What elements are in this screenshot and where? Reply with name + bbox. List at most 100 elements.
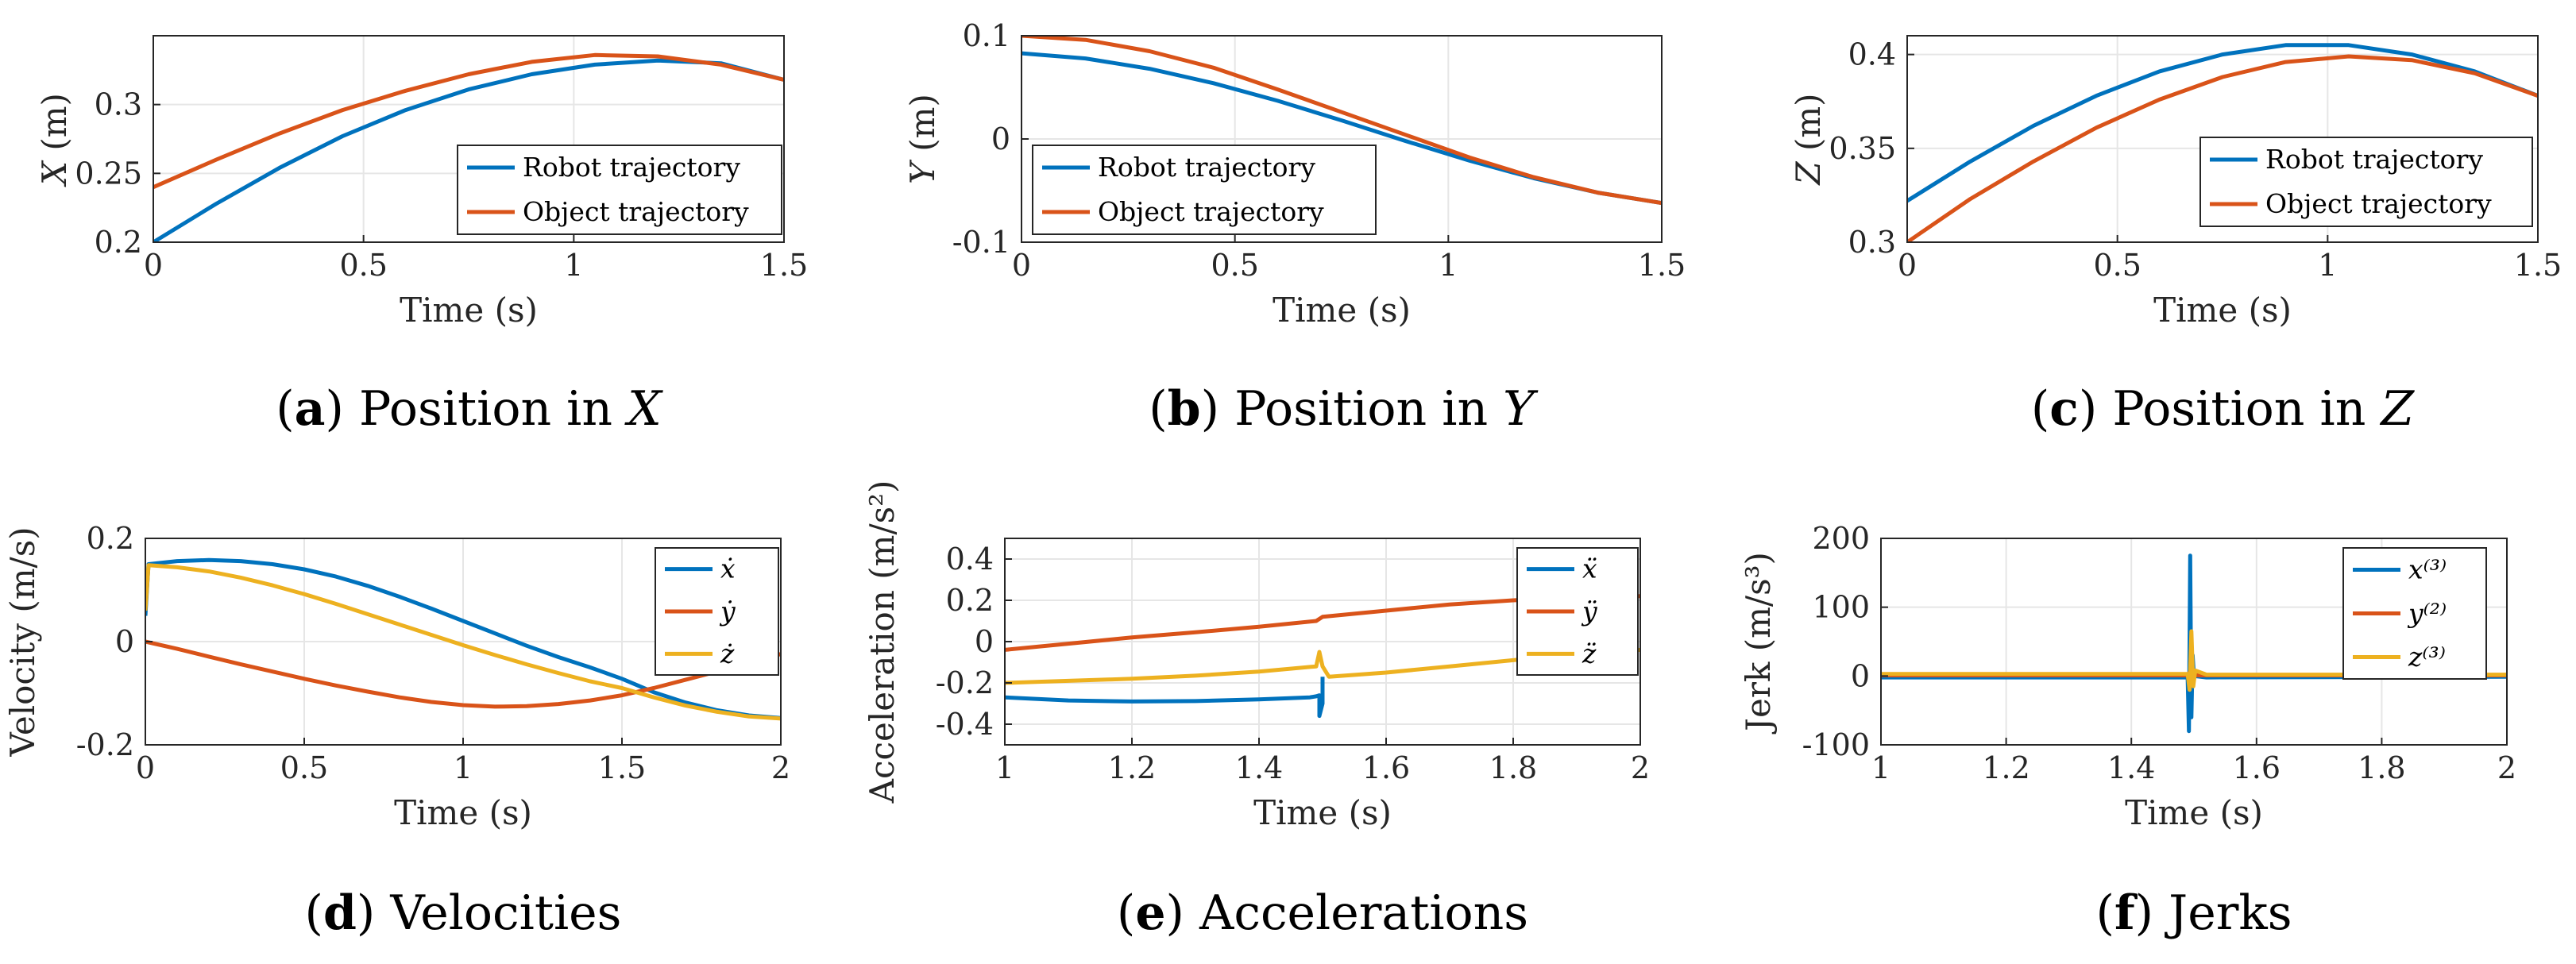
y-axis-label: Jerk (m/s³) — [1739, 552, 1778, 735]
y-axis-label: Y (m) — [903, 94, 942, 184]
legend-label-0: Robot trajectory — [523, 152, 740, 183]
caption: (a) Position in X — [276, 381, 663, 437]
y-axis-label: Acceleration (m/s²) — [863, 480, 902, 804]
legend-label-0: ẋ — [720, 553, 736, 584]
legend-label-0: ẍ — [1582, 553, 1597, 584]
x-tick-label: 1.4 — [2107, 750, 2155, 785]
x-tick-label: 0.5 — [2093, 248, 2141, 283]
y-tick-label: 0.4 — [946, 542, 994, 576]
x-tick-label: 0.5 — [1211, 248, 1258, 283]
x-tick-label: 1.6 — [2233, 750, 2281, 785]
y-tick-label: 0.25 — [75, 156, 142, 191]
x-tick-label: 1 — [564, 248, 583, 283]
x-tick-label: 1.8 — [1489, 750, 1537, 785]
y-tick-label: 0.3 — [95, 87, 142, 122]
series-line-1 — [1022, 36, 1662, 206]
axes-frame — [1906, 35, 2539, 243]
x-tick-label: 0 — [136, 750, 155, 785]
y-tick-label: -0.2 — [936, 665, 994, 700]
legend: Robot trajectory Object trajectory — [2199, 137, 2533, 227]
x-tick-label: 2 — [1631, 750, 1650, 785]
y-tick-label: 0 — [975, 624, 994, 659]
y-tick-label: 0.2 — [946, 583, 994, 618]
x-tick-label: 1.5 — [1638, 248, 1686, 283]
x-tick-label: 2 — [771, 750, 790, 785]
y-tick-label: -0.2 — [76, 727, 134, 762]
y-tick-label: -100 — [1802, 727, 1870, 762]
x-tick-label: 1.5 — [598, 750, 646, 785]
y-tick-label: 100 — [1812, 590, 1870, 625]
x-tick-label: 1.5 — [2514, 248, 2562, 283]
chart-f: 1 1.2 1.4 1.6 1.8 2 -100 0 100 200 Time (s) Jerk (m… — [1739, 521, 2516, 941]
x-tick-label: 1.4 — [1235, 750, 1283, 785]
x-axis-label: Time (s) — [2153, 291, 2292, 330]
series-line-0 — [1907, 43, 2538, 203]
series-group — [1881, 553, 2507, 734]
x-tick-label: 1.8 — [2358, 750, 2405, 785]
legend-label-0: x⁽³⁾ — [2408, 554, 2447, 585]
y-tick-label: 0 — [115, 624, 134, 659]
y-tick-label: 200 — [1812, 521, 1870, 556]
x-axis-label: Time (s) — [400, 291, 538, 330]
chart-c: 0 0.5 1 1.5 0.3 0.35 0.4 Time (s) Z (m) Robot tra… — [1789, 35, 2562, 437]
chart-a: 0 0.5 1 1.5 0.2 0.25 0.3 Time (s) X (m) Robot tra… — [35, 35, 808, 437]
y-tick-label: 0.1 — [963, 18, 1010, 53]
series-group — [153, 52, 784, 242]
y-axis-label: Velocity (m/s) — [3, 526, 42, 757]
legend-label-1: ẏ — [719, 596, 736, 627]
legend-box — [1032, 145, 1377, 235]
caption: (e) Accelerations — [1117, 885, 1528, 941]
legend: x⁽³⁾ y⁽²⁾ z⁽³⁾ — [2342, 547, 2487, 680]
caption: (f) Jerks — [2095, 885, 2292, 941]
series-line-1 — [145, 639, 781, 709]
x-tick-label: 1.5 — [760, 248, 808, 283]
series-line-0 — [153, 58, 784, 242]
y-tick-label: 0.2 — [95, 225, 142, 260]
axes-frame — [153, 35, 785, 243]
x-tick-label: 0.5 — [339, 248, 387, 283]
legend-label-2: z̈ — [1582, 638, 1597, 669]
x-tick-label: 1.2 — [1982, 750, 2030, 785]
legend: ẋẏż — [655, 547, 779, 676]
legend: Robot trajectory Object trajectory — [457, 145, 782, 235]
x-tick-label: 1.2 — [1108, 750, 1156, 785]
y-axis-label: Z (m) — [1789, 93, 1828, 186]
x-tick-label: 0.5 — [280, 750, 328, 785]
legend-label-1: Object trajectory — [1098, 196, 1324, 227]
x-tick-label: 1 — [2318, 248, 2337, 283]
x-axis-label: Time (s) — [2125, 793, 2263, 832]
legend-box — [2199, 137, 2533, 227]
series-line-1 — [153, 52, 784, 189]
x-tick-label: 2 — [2497, 750, 2516, 785]
series-group — [1022, 36, 1662, 206]
caption: (c) Position in Z — [2031, 381, 2416, 437]
y-tick-label: 0.4 — [1848, 37, 1896, 72]
x-tick-label: 1 — [995, 750, 1014, 785]
legend-label-2: z⁽³⁾ — [2408, 642, 2446, 673]
caption: (d) Velocities — [305, 885, 622, 941]
x-tick-label: 1 — [1439, 248, 1458, 283]
series-line-2 — [1005, 647, 1640, 685]
y-tick-label: 0.3 — [1848, 225, 1896, 260]
legend-label-0: Robot trajectory — [2265, 144, 2483, 175]
legend-label-0: Robot trajectory — [1098, 152, 1315, 183]
y-axis-label: X (m) — [35, 93, 74, 187]
y-tick-label: -0.4 — [936, 707, 994, 742]
x-axis-label: Time (s) — [1273, 291, 1411, 330]
series-line-2 — [145, 563, 781, 721]
y-tick-label: 0.35 — [1829, 131, 1896, 166]
x-tick-label: 0 — [144, 248, 163, 283]
caption: (b) Position in Y — [1149, 381, 1539, 437]
x-tick-label: 0 — [1012, 248, 1031, 283]
x-tick-label: 1.6 — [1362, 750, 1410, 785]
legend-label-2: ż — [720, 638, 735, 669]
legend: Robot trajectory Object trajectory — [1032, 145, 1377, 235]
legend-label-1: Object trajectory — [2265, 188, 2492, 219]
series-line-2 — [1881, 629, 2507, 692]
series-group — [1907, 43, 2538, 242]
y-tick-label: 0.2 — [87, 521, 134, 556]
x-axis-label: Time (s) — [1253, 793, 1392, 832]
legend-box — [457, 145, 782, 235]
